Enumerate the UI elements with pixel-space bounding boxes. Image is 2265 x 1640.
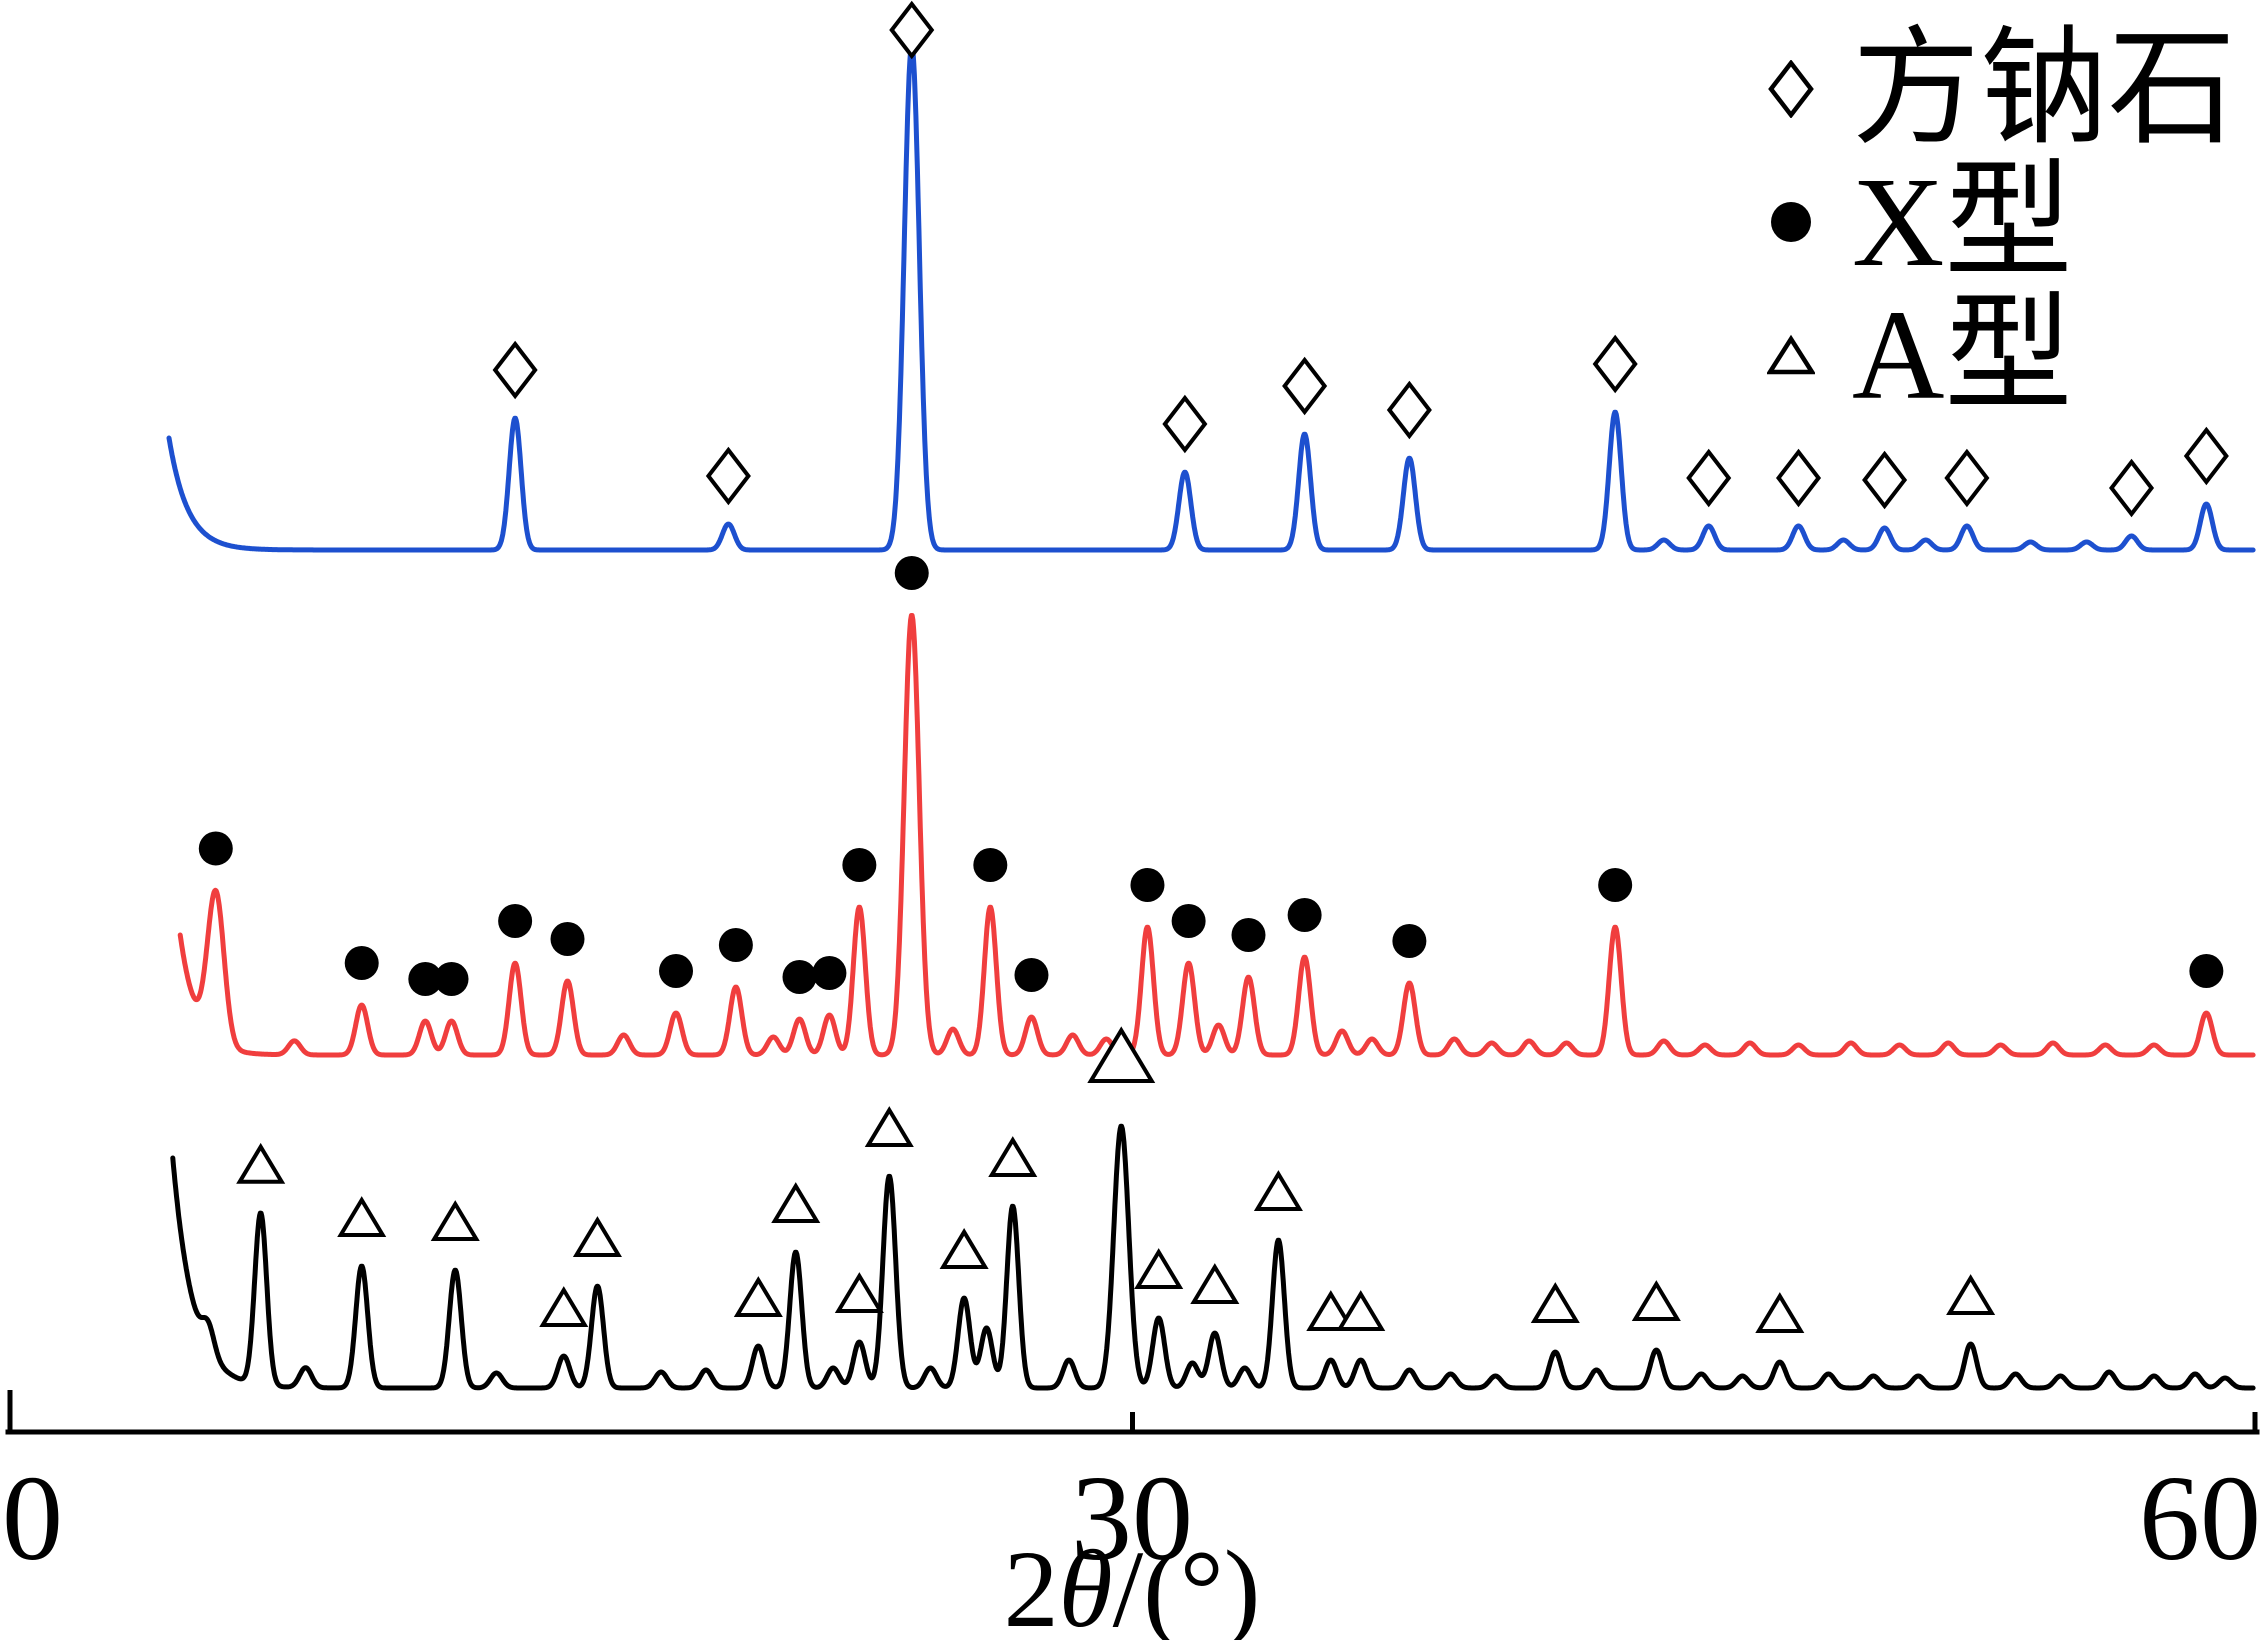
- triangle-open-icon: [864, 1106, 914, 1147]
- circle-filled-icon: [1752, 155, 1830, 288]
- diamond-open-icon: [492, 340, 538, 400]
- triangle-open-icon: [430, 1200, 480, 1241]
- circle-filled-icon: [659, 954, 694, 988]
- diamond-open-icon: [2183, 426, 2229, 486]
- legend-item-zeolite-a: A型: [1752, 288, 2236, 421]
- curve-zeolite-a: [170, 1123, 2256, 1391]
- x-tick-label-60: 60: [2139, 1451, 2261, 1586]
- diamond-open-icon: [1162, 394, 1208, 454]
- diamond-open-icon: [1752, 22, 1830, 155]
- triangle-open-icon: [988, 1136, 1038, 1177]
- triangle-open-icon: [1306, 1290, 1356, 1331]
- triangle-open-icon: [572, 1216, 622, 1257]
- circle-filled-icon: [1392, 924, 1427, 958]
- diamond-open-icon: [1686, 448, 1732, 508]
- triangle-open-icon: [834, 1272, 884, 1313]
- circle-filled-icon: [1598, 868, 1633, 902]
- circle-filled-icon: [782, 959, 817, 994]
- circle-filled-icon: [408, 961, 443, 996]
- circle-filled-icon: [550, 922, 585, 956]
- triangle-open-icon: [1946, 1274, 1996, 1315]
- x-tick-label-30: 30: [1071, 1451, 1193, 1586]
- circle-filled-icon: [718, 928, 753, 962]
- circle-filled-icon: [1231, 917, 1266, 952]
- legend: 方钠石 X型 A型: [1752, 22, 2236, 421]
- circle-filled-icon: [1014, 958, 1049, 992]
- triangle-open-icon: [1190, 1263, 1240, 1304]
- circle-filled-icon: [1287, 898, 1322, 932]
- diamond-open-icon: [1775, 448, 1822, 508]
- diamond-open-icon: [1282, 356, 1328, 416]
- circle-filled-icon: [973, 848, 1008, 882]
- circle-filled-icon: [498, 904, 533, 938]
- triangle-open-icon: [733, 1276, 783, 1317]
- legend-label-zeolite-a: A型: [1852, 283, 2073, 426]
- diamond-open-icon: [1386, 380, 1432, 440]
- legend-item-zeolite-x: X型: [1752, 155, 2236, 288]
- diamond-open-icon: [2108, 458, 2155, 518]
- diamond-open-icon: [1944, 448, 1990, 508]
- circle-filled-icon: [1130, 868, 1165, 902]
- legend-label-sodalite: 方钠石: [1852, 17, 2237, 160]
- circle-filled-icon: [434, 961, 469, 996]
- triangle-open-icon: [1087, 1026, 1156, 1084]
- circle-filled-icon: [344, 945, 379, 980]
- triangle-open-icon: [771, 1182, 821, 1223]
- circle-filled-icon: [894, 556, 929, 590]
- curve-zeolite-x: [177, 613, 2256, 1058]
- triangle-open-icon: [337, 1196, 387, 1237]
- triangle-open-icon: [1134, 1248, 1184, 1289]
- triangle-open-icon: [1755, 1292, 1805, 1333]
- curve-sodalite: [166, 43, 2256, 553]
- x-axis-title-theta: θ: [1058, 1528, 1113, 1640]
- triangle-open-icon: [236, 1142, 286, 1184]
- triangle-open-icon: [1253, 1170, 1303, 1211]
- diamond-open-icon: [705, 446, 751, 506]
- circle-filled-icon: [2189, 954, 2224, 988]
- legend-label-zeolite-x: X型: [1852, 150, 2073, 293]
- circle-filled-icon: [1171, 903, 1206, 938]
- triangle-open-icon: [1752, 288, 1830, 421]
- circle-filled-icon: [812, 955, 847, 990]
- triangle-open-icon: [1631, 1280, 1681, 1321]
- x-axis-title: 2θ/(°): [1004, 1534, 1261, 1640]
- triangle-open-icon: [1336, 1290, 1386, 1331]
- circle-filled-icon: [198, 831, 233, 866]
- diamond-open-icon: [1592, 334, 1638, 394]
- circle-filled-icon: [842, 847, 877, 882]
- x-tick-label-0: 0: [2, 1451, 63, 1586]
- triangle-open-icon: [539, 1286, 589, 1327]
- legend-item-sodalite: 方钠石: [1752, 22, 2236, 155]
- diamond-open-icon: [889, 0, 935, 60]
- triangle-open-icon: [939, 1228, 989, 1269]
- x-axis-title-prefix: 2: [1003, 1528, 1059, 1640]
- triangle-open-icon: [1530, 1282, 1580, 1323]
- diamond-open-icon: [1862, 450, 1908, 510]
- x-axis-title-suffix: /(°): [1112, 1528, 1261, 1640]
